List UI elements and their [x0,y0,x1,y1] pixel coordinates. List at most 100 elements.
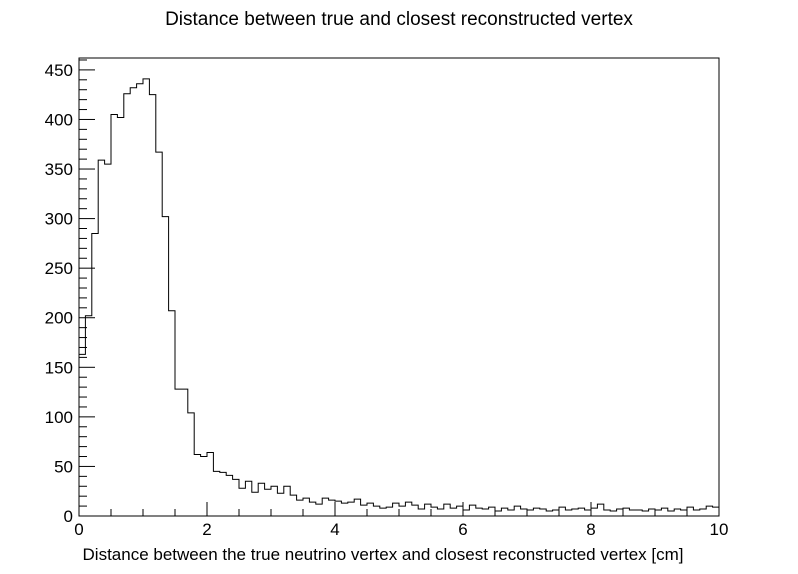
y-tick-label: 150 [45,358,73,377]
histogram-bin [405,502,411,516]
histogram-bin [591,508,597,516]
histogram-bin [642,511,648,516]
y-tick-label: 400 [45,110,73,129]
histogram-bin [585,510,591,516]
histogram-bin [604,510,610,516]
x-tick-label: 2 [202,520,211,539]
histogram-bin [220,472,226,516]
histogram-bins [79,79,719,516]
histogram-bin [111,115,117,516]
histogram-bin [508,510,514,516]
chart-title: Distance between true and closest recons… [165,9,633,30]
histogram-bin [348,502,354,516]
histogram-bin [233,479,239,516]
histogram-bin [533,508,539,516]
histogram-bin [380,508,386,516]
y-tick-label: 450 [45,61,73,80]
histogram-bin [265,489,271,516]
histogram-bin [674,509,680,516]
histogram-bin [290,495,296,516]
histogram-bin [610,511,616,516]
histogram-bin [271,486,277,516]
histogram-bin [252,492,258,516]
histogram-bin [341,503,347,516]
histogram-bin [98,160,104,516]
histogram-bin [482,509,488,516]
y-tick-label: 50 [54,457,73,476]
histogram-bin [284,486,290,516]
histogram-bin [226,475,232,516]
x-tick-label: 0 [74,520,83,539]
histogram-bin [386,507,392,516]
histogram-bin [207,453,213,516]
histogram-bin [457,506,463,516]
histogram-bin [514,506,520,516]
histogram-bin [687,507,693,516]
histogram-bin [201,457,207,516]
histogram-bin [681,510,687,516]
histogram-bin [431,507,437,516]
histogram-bin [130,88,136,516]
histogram-bin [495,511,501,516]
histogram-bin [469,505,475,516]
histogram-bin [706,506,712,516]
histogram-bin [393,503,399,516]
histogram-bin [316,504,322,516]
histogram-bin [92,233,98,516]
histogram-bin [668,511,674,516]
histogram-bin [354,499,360,516]
y-tick-label: 250 [45,259,73,278]
histogram-bin [85,316,91,516]
y-tick-label: 350 [45,160,73,179]
histogram-bin [450,508,456,516]
histogram-bin [367,503,373,516]
histogram-bin [124,94,130,516]
histogram-bin [149,95,155,516]
histogram-bin [463,510,469,516]
histogram-bin [412,505,418,516]
histogram-bin [527,510,533,516]
histogram-bin [521,509,527,516]
histogram-bin [636,510,642,516]
histogram-bin [546,511,552,516]
histogram-bin [399,506,405,516]
histogram-bin [437,509,443,516]
histogram-bin [156,152,162,516]
histogram-bin [373,506,379,516]
histogram-bin [245,481,251,516]
histogram-bin [213,471,219,516]
y-tick-label: 300 [45,210,73,229]
histogram-bin [175,389,181,516]
histogram-bin [565,510,571,516]
histogram-bin [444,504,450,516]
histogram-bin [661,508,667,516]
histogram-bin [169,311,175,516]
histogram-bin [559,507,565,516]
histogram-bin [194,455,200,516]
y-tick-label: 100 [45,408,73,427]
histogram-bin [361,505,367,516]
histogram-bin [162,217,168,516]
histogram-bin [258,483,264,516]
histogram-bin [572,509,578,516]
histogram-bin [700,509,706,516]
histogram-bin [181,389,187,516]
histogram-bin [79,354,85,516]
histogram-bin [143,79,149,516]
histogram-bin [329,500,335,516]
histogram-bin [623,508,629,516]
histogram-bin [693,510,699,516]
histogram-bin [617,509,623,516]
histogram-bin [335,501,341,516]
histogram-bin [476,508,482,516]
y-tick-label: 0 [64,507,73,526]
y-tick-label: 200 [45,309,73,328]
histogram-bin [117,117,123,516]
histogram-bin [578,508,584,516]
histogram-series-line [79,78,719,512]
histogram-bin [277,493,283,516]
histogram-bin [303,498,309,516]
histogram-bin [713,507,719,516]
y-axis: 0 50 100 150 200 250 300 350 400 450 [45,59,95,526]
